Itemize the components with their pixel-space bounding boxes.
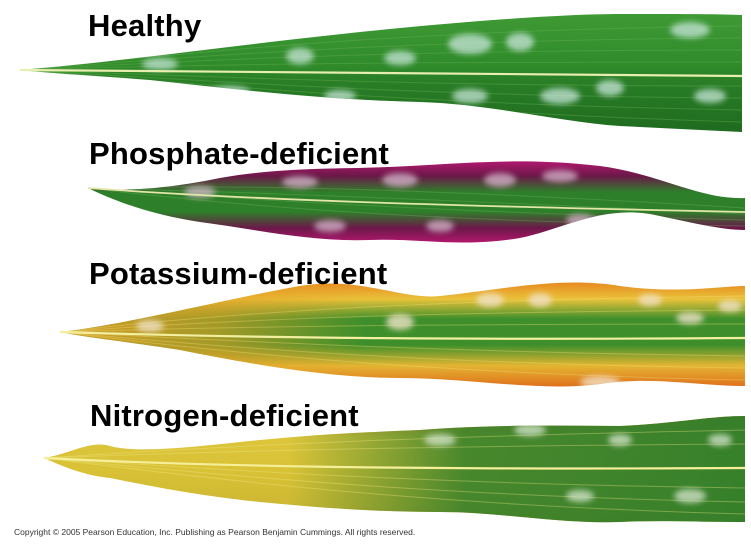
label-phosphate-deficient: Phosphate-deficient <box>89 136 390 171</box>
label-nitrogen-deficient: Nitrogen-deficient <box>90 398 359 433</box>
label-potassium-deficient: Potassium-deficient <box>89 256 388 291</box>
leaf-nitrogen-deficient <box>43 416 746 523</box>
label-healthy: Healthy <box>88 8 202 43</box>
leaf-phosphate-deficient <box>87 161 746 243</box>
copyright-notice: Copyright © 2005 Pearson Education, Inc.… <box>14 527 416 537</box>
